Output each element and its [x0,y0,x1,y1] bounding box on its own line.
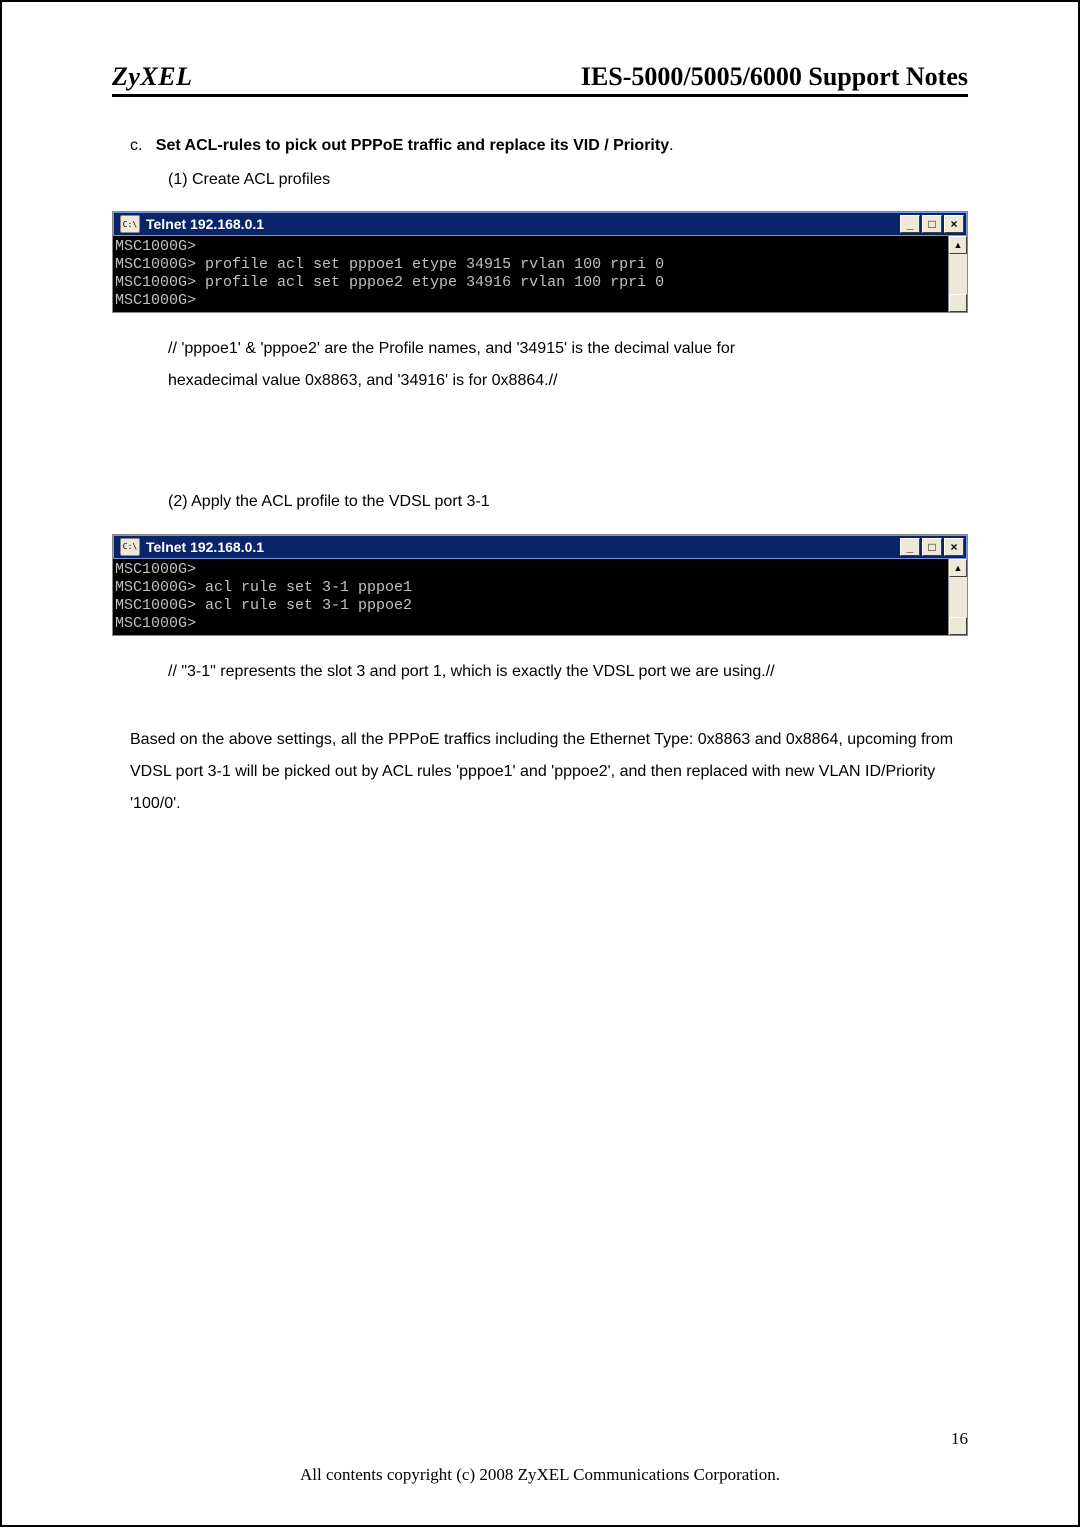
terminal-title-ip: 192.168.0.1 [190,539,264,555]
section-letter: c. [130,137,142,154]
page-container: ZyXEL IES-5000/5005/6000 Support Notes c… [0,0,1080,1527]
minimize-button[interactable]: _ [900,215,920,233]
terminal-line: MSC1000G> acl rule set 3-1 pppoe1 [115,579,412,596]
terminal-body[interactable]: MSC1000G> MSC1000G> acl rule set 3-1 ppp… [113,559,949,635]
maximize-button[interactable]: □ [922,538,942,556]
terminal-body-wrap: MSC1000G> MSC1000G> acl rule set 3-1 ppp… [113,559,967,635]
terminal-line: MSC1000G> [115,615,196,632]
terminal-title: Telnet 192.168.0.1 [146,539,900,555]
terminal-title-prefix: Telnet [146,216,190,232]
scroll-down-icon[interactable] [949,617,967,635]
terminal-line: MSC1000G> [115,292,196,309]
sub-item-2: (2) Apply the ACL profile to the VDSL po… [112,487,968,517]
terminal-title-prefix: Telnet [146,539,190,555]
terminal-icon: C:\ [120,538,140,556]
maximize-button[interactable]: □ [922,215,942,233]
section-c-heading: c. Set ACL-rules to pick out PPPoE traff… [112,137,968,155]
terminal-line: MSC1000G> profile acl set pppoe1 etype 3… [115,256,664,273]
terminal-body-wrap: MSC1000G> MSC1000G> profile acl set pppo… [113,236,967,312]
close-button[interactable]: × [944,538,964,556]
terminal-icon: C:\ [120,215,140,233]
terminal-title-ip: 192.168.0.1 [190,216,264,232]
section-heading-bold: Set ACL-rules to pick out PPPoE traffic … [156,137,669,154]
page-number: 16 [951,1429,968,1449]
terminal-line: MSC1000G> acl rule set 3-1 pppoe2 [115,597,412,614]
section-heading-tail: . [669,137,673,154]
scroll-up-icon[interactable]: ▲ [949,559,967,577]
terminal-titlebar: C:\ Telnet 192.168.0.1 _ □ × [113,535,967,559]
minimize-button[interactable]: _ [900,538,920,556]
terminal-window-1: C:\ Telnet 192.168.0.1 _ □ × MSC1000G> M… [112,211,968,313]
close-button[interactable]: × [944,215,964,233]
scroll-up-icon[interactable]: ▲ [949,236,967,254]
note-2: // "3-1" represents the slot 3 and port … [112,656,968,688]
note-1-line1: // 'pppoe1' & 'pppoe2' are the Profile n… [168,340,735,357]
scroll-down-icon[interactable] [949,294,967,312]
note-1-line2: hexadecimal value 0x8863, and '34916' is… [168,372,557,389]
summary-paragraph: Based on the above settings, all the PPP… [112,724,968,820]
note-1: // 'pppoe1' & 'pppoe2' are the Profile n… [112,333,968,397]
terminal-scrollbar[interactable]: ▲ [948,559,967,635]
page-header: ZyXEL IES-5000/5005/6000 Support Notes [112,62,968,97]
terminal-window-2: C:\ Telnet 192.168.0.1 _ □ × MSC1000G> M… [112,534,968,636]
document-title: IES-5000/5005/6000 Support Notes [581,62,968,92]
logo-text: ZyXEL [112,62,193,92]
terminal-scrollbar[interactable]: ▲ [948,236,967,312]
terminal-body[interactable]: MSC1000G> MSC1000G> profile acl set pppo… [113,236,949,312]
terminal-titlebar: C:\ Telnet 192.168.0.1 _ □ × [113,212,967,236]
sub-item-1: (1) Create ACL profiles [112,165,968,195]
footer-copyright: All contents copyright (c) 2008 ZyXEL Co… [2,1465,1078,1485]
terminal-line: MSC1000G> [115,561,196,578]
terminal-line: MSC1000G> [115,238,196,255]
terminal-line: MSC1000G> profile acl set pppoe2 etype 3… [115,274,664,291]
terminal-title: Telnet 192.168.0.1 [146,216,900,232]
